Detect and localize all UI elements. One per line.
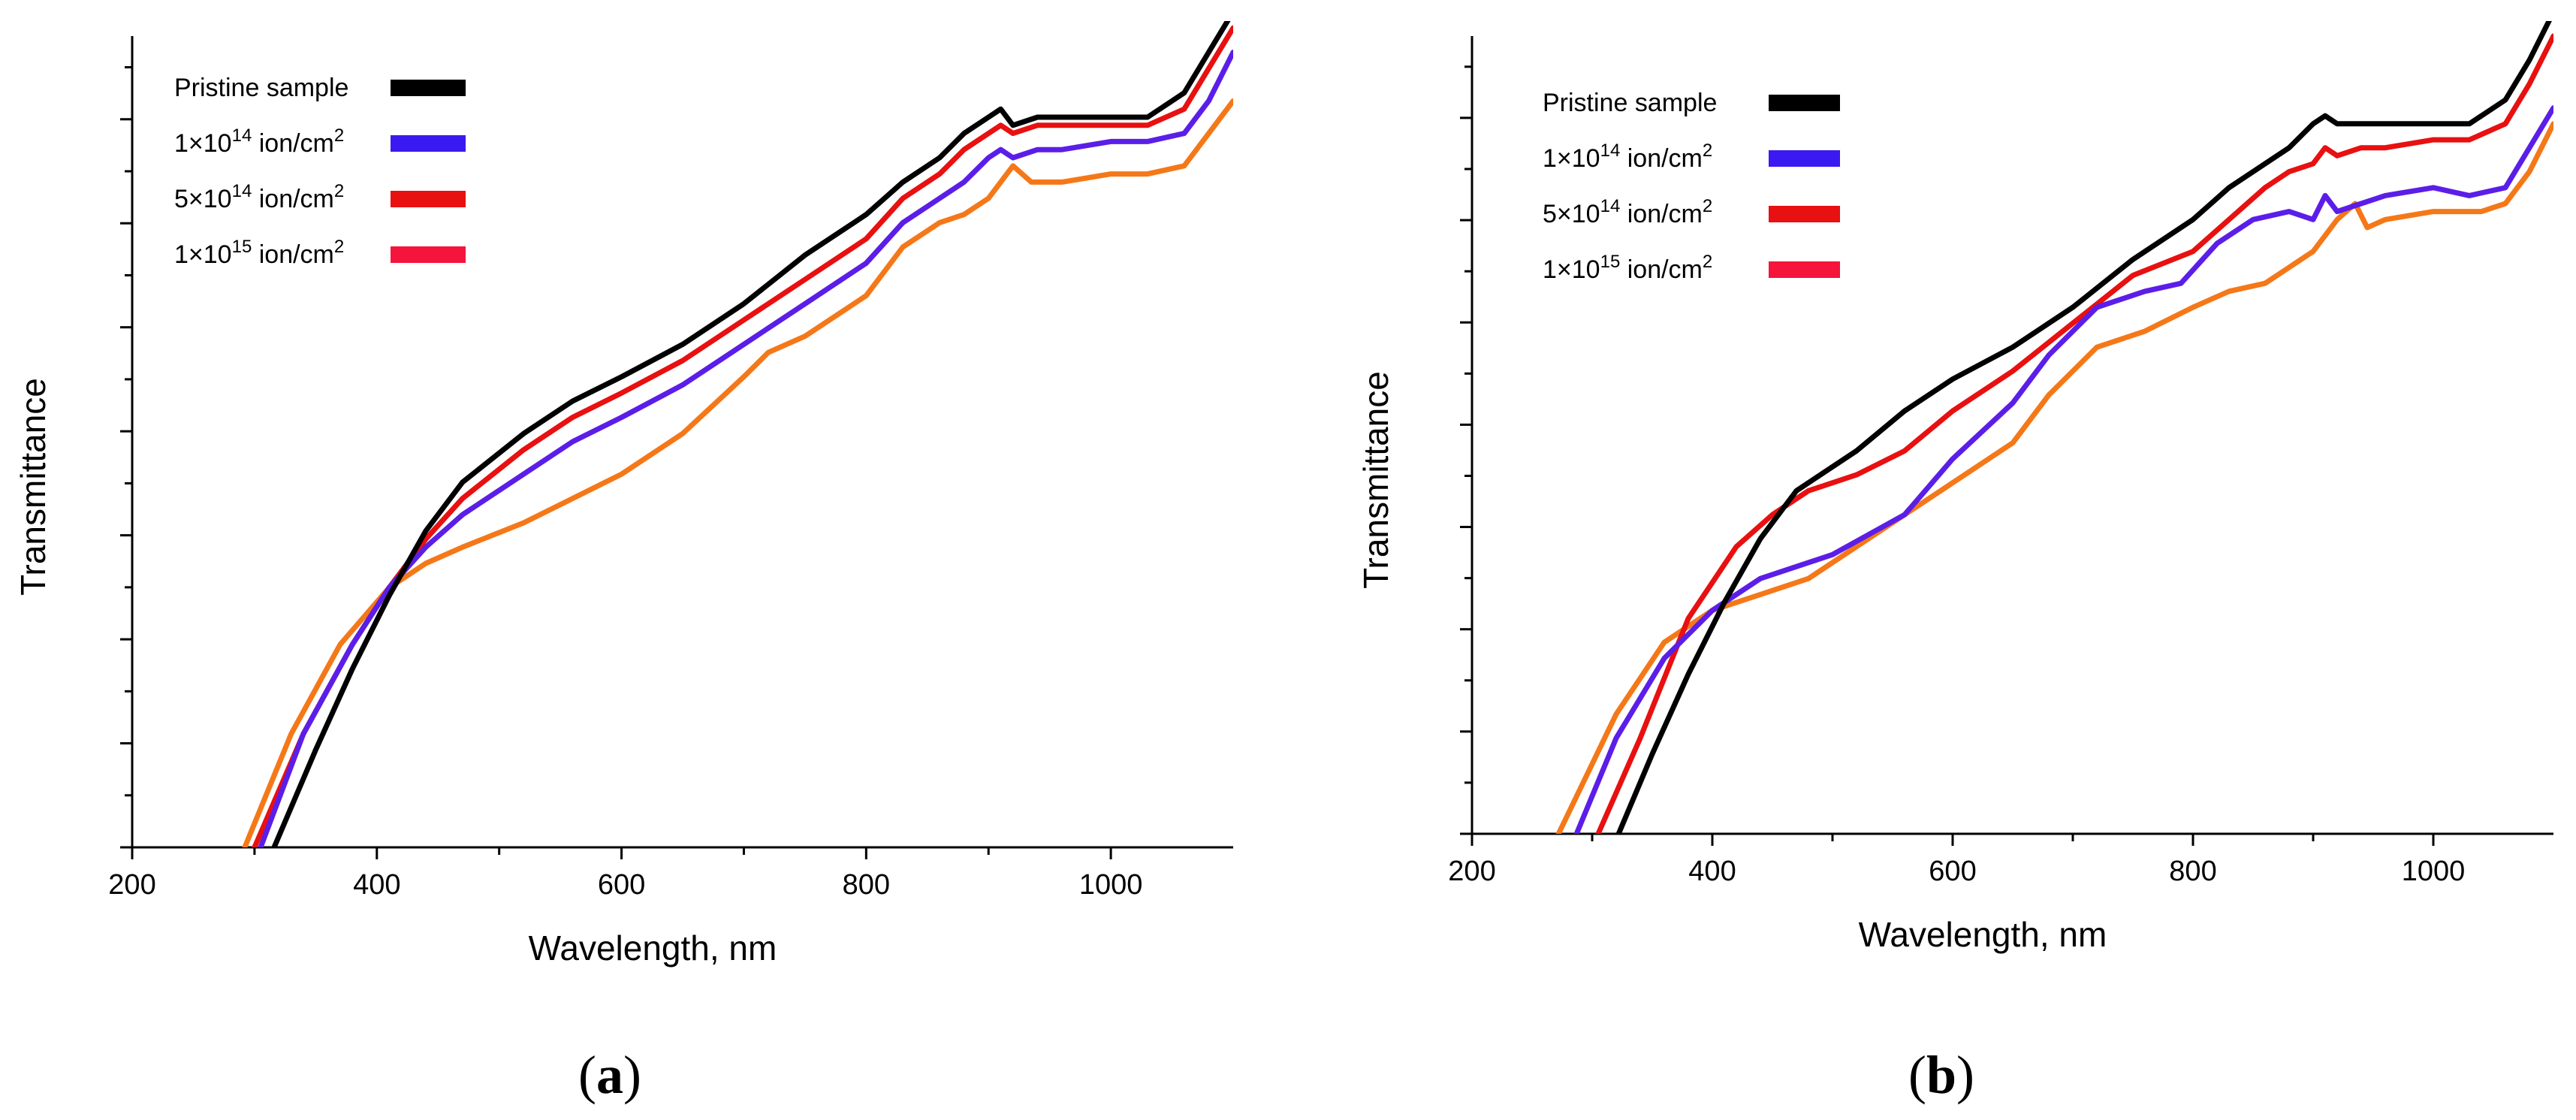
x-tick-label: 600 [598, 869, 645, 901]
legend-label-1: 1×1014 ion/cm2 [1543, 140, 1712, 173]
x-tick-label: 400 [1688, 856, 1736, 887]
legend-label-2: 5×1014 ion/cm2 [174, 181, 344, 213]
x-tick-label: 1000 [2402, 856, 2466, 887]
series-line-1 [1573, 105, 2553, 834]
legend-label-0: Pristine sample [174, 74, 348, 102]
legend-label-1: 1×1014 ion/cm2 [174, 125, 344, 158]
legend-label-3: 1×1015 ion/cm2 [174, 237, 344, 269]
x-axis-title: Wavelength, nm [529, 928, 777, 968]
legend-label-0: Pristine sample [1543, 89, 1717, 117]
series-line-2 [252, 25, 1233, 847]
panel-b: 200 400 600 800 1000 Wavelength, nm Transmitta… [1356, 21, 2553, 1105]
x-tick-label: 600 [1929, 856, 1976, 887]
legend-label-2: 5×1014 ion/cm2 [1543, 196, 1712, 228]
x-tick-label: 200 [1448, 856, 1495, 887]
x-tick-label: 200 [108, 869, 155, 901]
panel-label: (a) [578, 1045, 641, 1105]
x-tick-label: 400 [353, 869, 400, 901]
series-line-2 [1595, 33, 2553, 834]
series-line-3 [1555, 121, 2553, 834]
series-line-1 [258, 50, 1233, 847]
y-axis-title: Transmittance [14, 378, 53, 596]
series-line-0 [271, 21, 1231, 847]
panel-label: (b) [1908, 1045, 1974, 1105]
x-axis-title: Wavelength, nm [1859, 915, 2107, 954]
legend-swatch-0 [1769, 95, 1840, 111]
y-axis-title: Transmittance [1356, 371, 1395, 589]
legend-swatch-3 [391, 246, 466, 263]
series-line-3 [242, 98, 1233, 847]
legend-swatch-3 [1769, 261, 1840, 278]
legend-swatch-2 [1769, 206, 1840, 222]
legend-swatch-1 [1769, 150, 1840, 167]
x-tick-label: 800 [2169, 856, 2216, 887]
series-line-0 [1615, 21, 2552, 834]
x-tick-label: 800 [843, 869, 890, 901]
legend-label-3: 1×1015 ion/cm2 [1543, 252, 1712, 284]
legend-swatch-0 [391, 80, 466, 96]
legend-swatch-1 [391, 135, 466, 152]
legend-swatch-2 [391, 191, 466, 207]
panel-a: 200 400 600 800 1000 Wavelength, nm Transmitta… [14, 21, 1233, 1105]
x-tick-label: 1000 [1079, 869, 1143, 901]
